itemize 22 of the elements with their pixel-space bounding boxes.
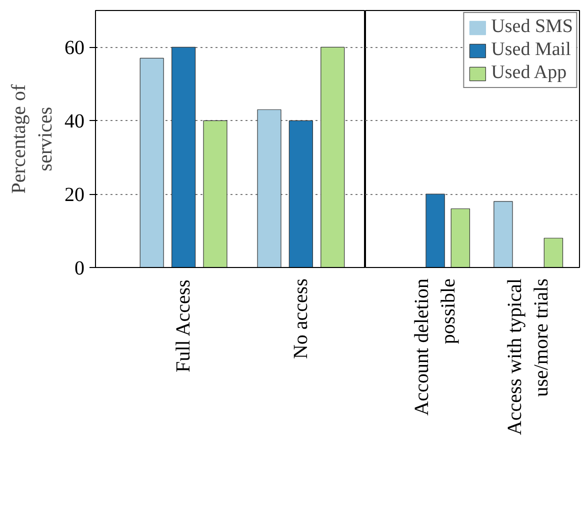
bar (494, 201, 513, 268)
bar (257, 109, 282, 268)
y-tick-label: 40 (64, 110, 84, 133)
legend-label: Used Mail (491, 39, 571, 61)
bar (450, 208, 470, 268)
legend-label: Used App (491, 62, 567, 84)
bar (320, 46, 345, 268)
bar (172, 46, 196, 268)
y-axis-title: Percentage of services (8, 84, 56, 194)
legend-label: Used SMS (491, 16, 573, 38)
bar (203, 120, 228, 268)
y-tick-label: 0 (74, 258, 84, 280)
bar (426, 194, 445, 268)
bar (544, 238, 564, 268)
bar (288, 120, 313, 268)
x-tick-label: Account deletion possible (411, 278, 460, 416)
bar (140, 58, 164, 268)
y-tick-label: 60 (64, 37, 84, 60)
x-tick-label: Access with typical use/more trials (504, 278, 553, 436)
x-tick-label: No access (290, 278, 312, 360)
y-tick-label: 20 (64, 184, 84, 206)
x-tick-label: Full Access (172, 279, 195, 372)
